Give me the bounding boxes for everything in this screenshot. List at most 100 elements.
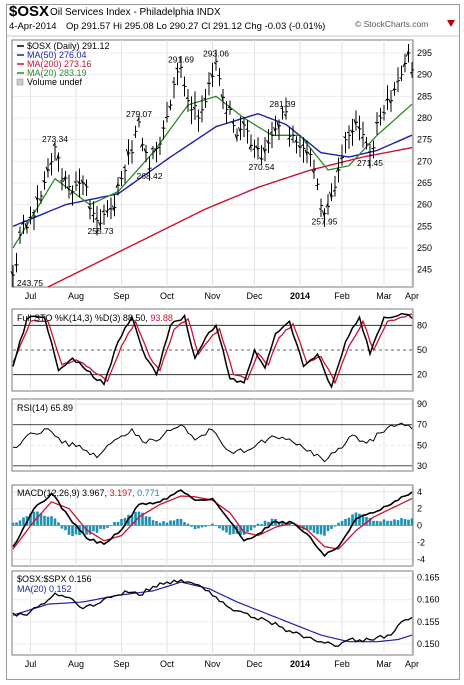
macd-hist-bar-42 bbox=[158, 522, 162, 526]
macd-hist-bar-58 bbox=[214, 525, 218, 527]
price-annotation-10: 271.45 bbox=[357, 158, 383, 168]
price-open-9 bbox=[42, 179, 45, 183]
macd-hist-bar-38 bbox=[144, 516, 148, 526]
macd-hist-bar-45 bbox=[169, 520, 172, 526]
macd-hist-bar-25 bbox=[99, 525, 102, 529]
price-y-tick-3: 260 bbox=[417, 200, 432, 210]
sto-k-line bbox=[12, 312, 413, 389]
price-open-42 bbox=[157, 146, 161, 149]
macd-hist-bar-35 bbox=[134, 511, 137, 526]
macd-hist-bar-101 bbox=[365, 516, 368, 526]
price-open-81 bbox=[294, 139, 297, 143]
price-open-47 bbox=[175, 67, 178, 70]
macd-y-tick-2: 0 bbox=[417, 521, 422, 531]
macd-hist-bar-95 bbox=[344, 518, 347, 526]
price-open-101 bbox=[364, 140, 367, 144]
macd-hist-bar-89 bbox=[323, 525, 326, 536]
macd-hist-bar-46 bbox=[172, 520, 176, 526]
quote-date: 4-Apr-2014 bbox=[9, 21, 57, 32]
price-open-43 bbox=[161, 127, 164, 129]
macd-y-tick-3: 2 bbox=[417, 504, 422, 514]
macd-hist-bar-48 bbox=[179, 519, 183, 526]
macd-hist-bar-52 bbox=[193, 525, 197, 530]
price-open-73 bbox=[266, 139, 269, 144]
price-open-48 bbox=[178, 67, 182, 70]
price-open-26 bbox=[101, 210, 105, 213]
price-open-29 bbox=[112, 205, 115, 212]
x-tick-bottom-1: Aug bbox=[68, 659, 84, 669]
price-open-89 bbox=[322, 210, 325, 218]
x-tick-top-4: Nov bbox=[204, 291, 221, 301]
macd-hist-bar-10 bbox=[46, 516, 50, 526]
price-open-31 bbox=[119, 176, 122, 180]
x-tick-bottom-7: Feb bbox=[334, 659, 350, 669]
macd-hist-bar-71 bbox=[260, 524, 263, 526]
price-open-111 bbox=[399, 77, 402, 79]
price-open-32 bbox=[122, 166, 126, 169]
macd-hist-bar-112 bbox=[403, 519, 407, 526]
price-y-tick-1: 250 bbox=[417, 243, 432, 253]
price-open-63 bbox=[231, 121, 234, 125]
macd-hist-bar-114 bbox=[410, 518, 414, 526]
price-open-97 bbox=[350, 129, 353, 134]
price-open-58 bbox=[213, 61, 217, 65]
price-open-57 bbox=[210, 72, 213, 79]
price-open-4 bbox=[24, 223, 28, 231]
price-open-38 bbox=[143, 148, 147, 154]
price-open-103 bbox=[371, 147, 374, 150]
macd-hist-bar-84 bbox=[305, 525, 309, 531]
macd-hist-bar-43 bbox=[162, 521, 165, 526]
macd-hist-bar-13 bbox=[57, 522, 60, 526]
macd-hist-bar-86 bbox=[312, 525, 316, 533]
ratio-y-tick-1: 0.155 bbox=[417, 617, 440, 627]
macd-hist-bar-91 bbox=[330, 525, 333, 529]
price-open-41 bbox=[154, 148, 157, 152]
x-tick-bottom-9: Apr bbox=[405, 659, 419, 669]
ratio-y-tick-3: 0.165 bbox=[417, 573, 440, 583]
price-open-108 bbox=[388, 99, 392, 104]
rsi-y-tick-3: 90 bbox=[417, 399, 427, 409]
x-tick-top-2: Sep bbox=[113, 291, 129, 301]
price-open-70 bbox=[255, 145, 259, 151]
price-open-68 bbox=[248, 144, 252, 150]
price-open-10 bbox=[45, 166, 49, 173]
macd-hist-bar-50 bbox=[186, 523, 190, 526]
ratio-line bbox=[12, 578, 413, 647]
price-open-2 bbox=[17, 231, 21, 233]
x-tick-bottom-3: Oct bbox=[160, 659, 175, 669]
price-open-11 bbox=[49, 161, 52, 166]
macd-hist-bar-100 bbox=[361, 514, 365, 526]
macd-hist-bar-59 bbox=[218, 525, 221, 529]
price-annotation-0: 243.75 bbox=[17, 278, 43, 288]
price-open-76 bbox=[276, 121, 280, 130]
price-open-72 bbox=[262, 147, 266, 154]
rsi-y-tick-0: 30 bbox=[417, 461, 427, 471]
price-annotation-4: 268.42 bbox=[137, 171, 163, 181]
price-open-56 bbox=[206, 82, 210, 85]
macd-hist-bar-30 bbox=[116, 521, 120, 526]
macd-hist-bar-56 bbox=[207, 525, 211, 527]
price-open-40 bbox=[150, 147, 154, 150]
volume-legend-box bbox=[16, 78, 24, 86]
price-open-90 bbox=[325, 202, 329, 208]
price-open-12 bbox=[52, 142, 56, 146]
macd-hist-bar-109 bbox=[393, 519, 396, 526]
stockcharts-brand: © StockCharts.com bbox=[355, 19, 429, 29]
price-annotation-5: 291.69 bbox=[168, 54, 194, 64]
price-open-52 bbox=[192, 106, 196, 110]
price-open-33 bbox=[126, 148, 129, 158]
ratio-legend-1: MA(20) 0.152 bbox=[17, 584, 72, 594]
x-tick-top-5: Dec bbox=[246, 291, 263, 301]
price-y-tick-5: 270 bbox=[417, 156, 432, 166]
macd-hist-bar-34 bbox=[130, 515, 134, 526]
macd-hist-bar-107 bbox=[386, 520, 389, 526]
price-open-36 bbox=[136, 117, 140, 122]
ma200-line bbox=[47, 146, 413, 288]
macd-hist-bar-14 bbox=[60, 525, 64, 529]
macd-hist-bar-62 bbox=[228, 525, 232, 535]
price-open-44 bbox=[164, 116, 168, 119]
macd-y-tick-0: -4 bbox=[417, 554, 425, 564]
price-open-27 bbox=[105, 210, 108, 214]
macd-hist-bar-44 bbox=[165, 522, 169, 526]
sto-y-tick-1: 50 bbox=[417, 345, 427, 355]
